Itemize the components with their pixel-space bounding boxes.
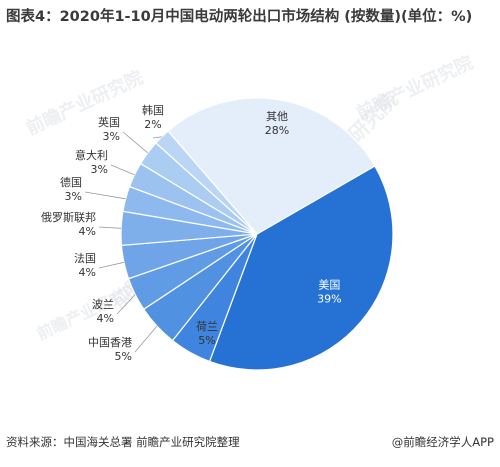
slice-label-8: 英国 — [98, 115, 120, 129]
slice-label-9: 韩国 — [142, 103, 164, 117]
slice-label-7: 意大利 — [75, 148, 108, 162]
slice-value-3: 4% — [97, 312, 114, 325]
slice-label-10: 其他 — [266, 110, 288, 123]
leader-line-9 — [152, 136, 162, 139]
slice-value-1: 5% — [198, 334, 215, 347]
slice-value-0: 39% — [317, 292, 341, 305]
slice-label-6: 德国 — [60, 175, 82, 189]
watermark-text: 前瞻产业研究院 — [34, 279, 144, 344]
slice-labels: 美国39%荷兰5%中国香港5%波兰4%法国4%俄罗斯联邦4%德国3%意大利3%英… — [41, 103, 342, 363]
source-note: 资料来源：中国海关总署 前瞻产业研究院整理 — [6, 435, 240, 449]
pie-slice-0 — [208, 165, 394, 371]
slice-label-5: 俄罗斯联邦 — [41, 211, 96, 224]
slice-label-0: 美国 — [318, 278, 340, 291]
slice-label-4: 法国 — [74, 251, 96, 265]
brand-credit: @前瞻经济学人APP — [391, 435, 494, 449]
slice-value-5: 4% — [79, 225, 96, 238]
slice-value-6: 3% — [65, 190, 82, 203]
slice-value-10: 28% — [265, 124, 289, 137]
slice-value-7: 3% — [91, 163, 108, 176]
leader-line-4 — [98, 261, 125, 269]
slice-label-3: 波兰 — [92, 298, 114, 311]
pie-slice-10 — [167, 97, 376, 235]
slice-label-1: 荷兰 — [196, 320, 218, 333]
leader-lines — [84, 131, 162, 353]
slice-value-4: 4% — [79, 266, 96, 279]
watermark-text: 前瞻产业研究院 — [23, 66, 146, 139]
leader-line-8 — [122, 131, 149, 154]
slice-value-8: 3% — [103, 130, 120, 143]
leader-line-6 — [84, 191, 126, 200]
leader-line-3 — [116, 294, 136, 315]
chart-title: 图表4：2020年1-10月中国电动两轮出口市场结构 (按数量)(单位：%) — [6, 9, 473, 25]
leader-line-7 — [110, 164, 135, 176]
slice-value-9: 2% — [144, 118, 161, 131]
slice-value-2: 5% — [115, 350, 132, 363]
leader-line-5 — [98, 226, 122, 229]
slice-label-2: 中国香港 — [88, 336, 132, 349]
pie-slices — [120, 97, 394, 371]
leader-line-2 — [134, 325, 158, 353]
